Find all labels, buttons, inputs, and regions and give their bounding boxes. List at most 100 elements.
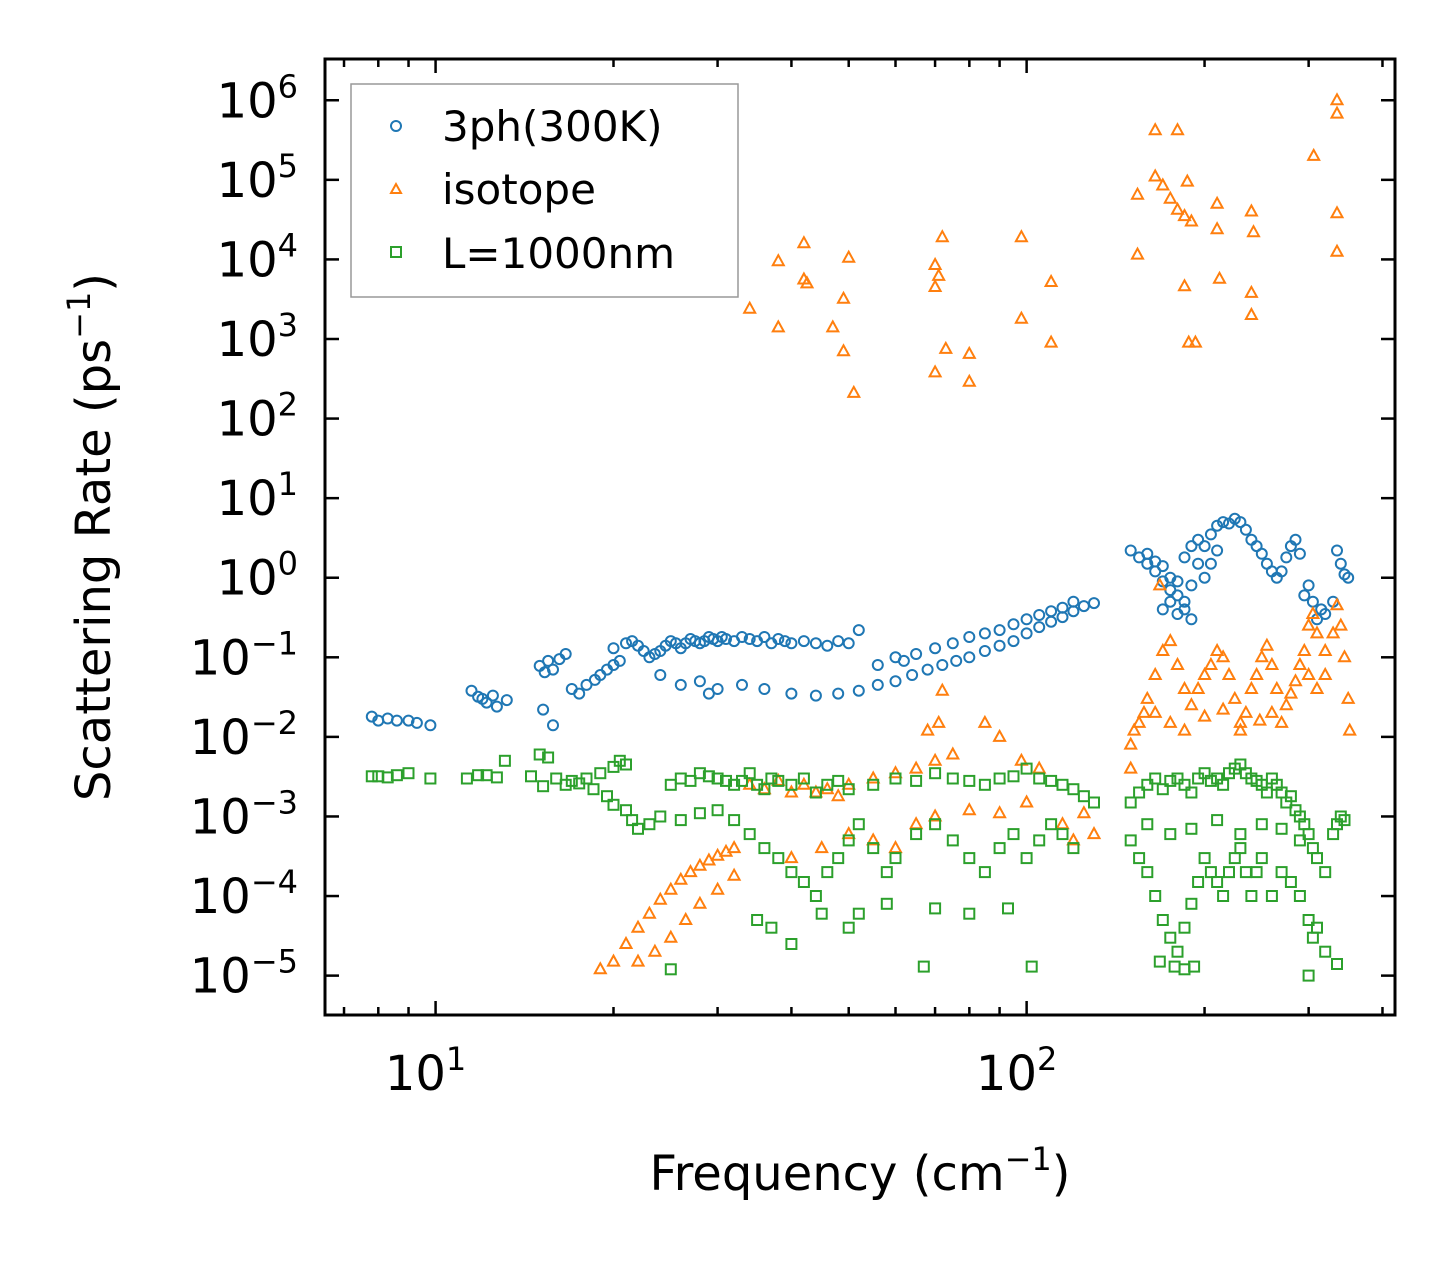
point-isotope [683,864,698,878]
point-isotope [1279,697,1294,711]
point-boundary [889,852,902,865]
point-boundary [559,778,572,791]
point-boundary [815,907,828,920]
point-isotope [1123,760,1138,774]
x-axis-title: Frequency (cm−1) [649,1140,1070,1202]
point-isotope [1288,673,1303,687]
point-boundary [963,852,976,865]
point-boundary [1020,762,1033,775]
point-boundary [1025,960,1038,973]
point-3ph [1178,603,1191,616]
point-isotope [606,953,621,967]
point-3ph [743,633,756,645]
point-isotope [1215,701,1231,715]
point-3ph [758,631,771,643]
point-isotope [1181,334,1196,348]
y-tick-label: 10−3 [190,783,298,845]
point-boundary [674,814,687,827]
point-3ph [921,663,934,676]
point-boundary [946,772,959,785]
point-isotope [1215,649,1231,663]
point-isotope [1233,722,1248,736]
point-boundary [929,902,942,915]
point-boundary [424,772,437,785]
point-isotope [927,256,943,270]
series-2 [365,748,1351,982]
point-isotope [1301,617,1316,631]
point-3ph [889,675,902,688]
point-3ph [538,666,551,679]
point-isotope [1197,666,1212,680]
point-isotope [771,253,786,267]
point-boundary [1020,852,1033,865]
y-tick-label: 102 [217,386,298,448]
point-isotope [1190,680,1206,694]
point-isotope [1155,177,1170,191]
point-3ph [410,716,423,729]
point-isotope [927,364,943,378]
point-isotope [710,881,725,895]
point-3ph [963,651,976,664]
point-isotope [1325,625,1341,639]
point-boundary [490,771,503,784]
point-boundary [1171,772,1184,785]
point-isotope [1066,832,1081,846]
point-3ph [1293,547,1306,560]
point-boundary [993,772,1006,785]
point-3ph [547,663,559,676]
point-3ph [1178,595,1191,608]
point-boundary [684,774,697,787]
point-3ph [490,700,503,713]
point-boundary [1255,818,1268,831]
point-3ph [1056,601,1069,614]
point-boundary [852,818,865,831]
series-1 [593,92,1357,975]
point-boundary [533,748,546,761]
point-boundary [1319,945,1332,958]
point-isotope [771,319,786,333]
point-boundary [1077,790,1090,803]
point-isotope [1163,714,1178,728]
point-3ph [1338,568,1351,581]
point-3ph [758,683,771,695]
point-3ph [963,631,976,643]
point-boundary [1275,822,1288,835]
y-tick-label: 105 [217,147,298,209]
point-3ph [1045,605,1058,618]
point-boundary [565,774,578,787]
point-3ph [778,635,791,648]
point-boundary [1133,852,1146,865]
point-isotope [1076,805,1092,819]
point-boundary [1311,921,1323,934]
x-tick-label: 102 [976,1040,1057,1102]
point-3ph [1007,635,1020,648]
point-isotope [1292,656,1308,670]
point-boundary [1156,783,1169,796]
point-boundary [1178,921,1191,934]
point-isotope [799,275,815,289]
point-3ph [547,719,559,732]
point-boundary [525,770,537,783]
point-3ph [736,631,748,643]
point-3ph [785,687,798,700]
point-isotope [1246,224,1261,238]
point-boundary [1164,828,1177,841]
point-isotope [935,229,950,243]
point-3ph [480,696,493,709]
point-isotope [1221,666,1237,680]
point-boundary [1217,778,1230,791]
point-isotope [1233,714,1248,728]
point-boundary [880,866,893,879]
point-3ph [654,669,667,681]
point-boundary [728,778,741,791]
y-tick-label: 101 [217,465,298,527]
point-isotope [1244,203,1259,217]
point-isotope [1341,690,1356,704]
point-3ph [897,654,910,667]
point-isotope [1130,246,1145,260]
point-boundary [736,774,748,787]
point-boundary [1198,767,1211,780]
point-isotope [1264,704,1280,718]
point-boundary [460,772,473,785]
point-boundary [620,804,632,817]
